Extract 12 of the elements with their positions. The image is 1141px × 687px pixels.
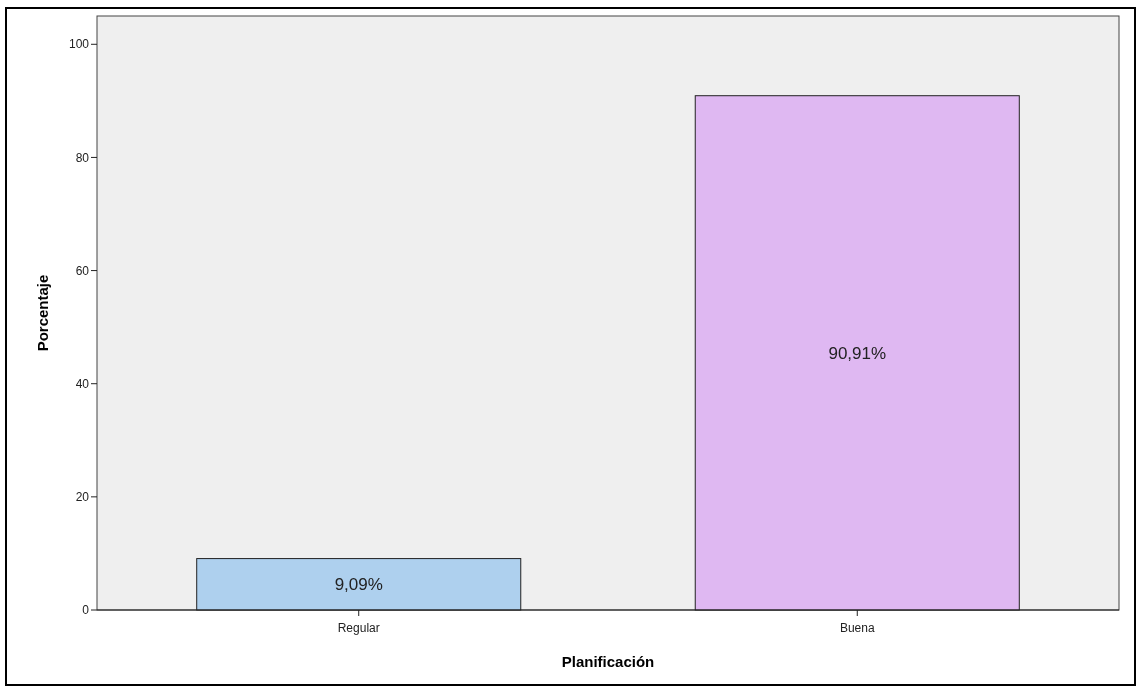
y-tick-label: 40 [75, 376, 90, 391]
y-tick-label: 80 [75, 150, 90, 165]
data-label: 9,09% [334, 575, 383, 595]
y-tick-label: 100 [68, 37, 90, 52]
y-axis-title: Porcentaje [34, 274, 51, 352]
x-axis-title: Planificación [561, 653, 655, 670]
y-tick-label: 0 [82, 603, 90, 618]
data-label: 90,91% [828, 343, 887, 363]
x-tick-label: Regular [337, 621, 380, 635]
y-tick-label: 60 [75, 263, 90, 278]
y-tick-label: 20 [75, 490, 90, 505]
x-tick-label: Buena [839, 621, 875, 635]
